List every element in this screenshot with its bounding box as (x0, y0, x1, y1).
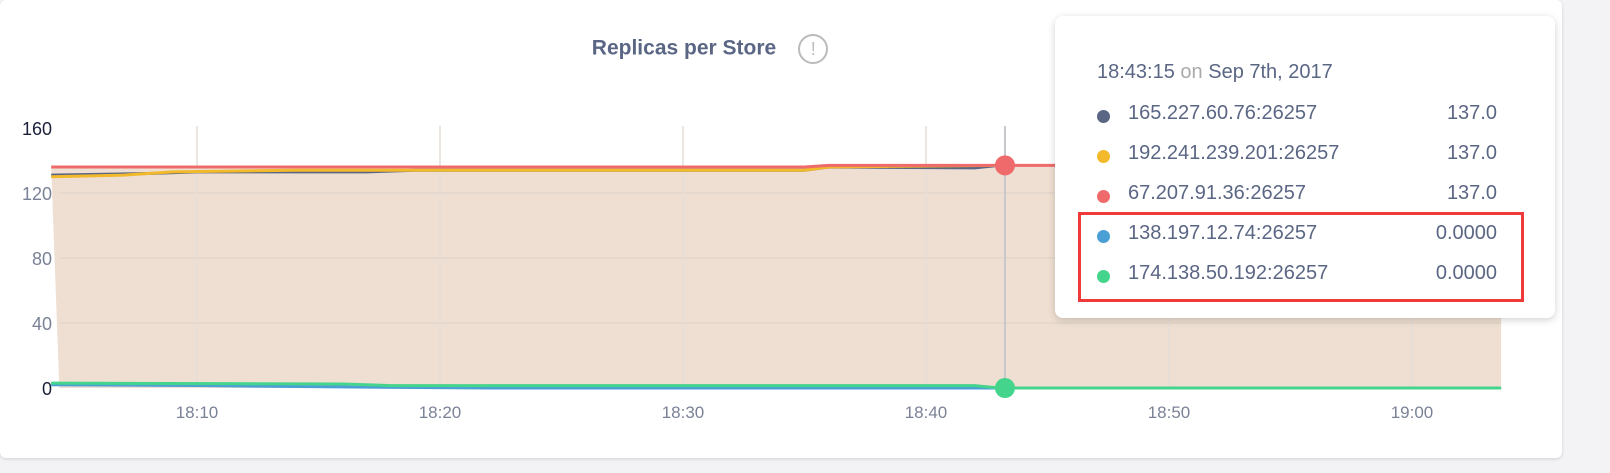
tooltip-value: 0.0000 (1435, 262, 1497, 284)
tooltip-value: 137.0 (1446, 102, 1497, 124)
tooltip-row: 165.227.60.76:26257 137.0 (1097, 98, 1497, 138)
series-dot-icon (1097, 270, 1110, 283)
tooltip-label: 174.138.50.192:26257 (1128, 262, 1329, 284)
tooltip-label: 67.207.91.36:26257 (1128, 182, 1306, 204)
tooltip-value: 137.0 (1446, 182, 1497, 204)
tooltip-row: 138.197.12.74:26257 0.0000 (1097, 218, 1497, 258)
series-dot-icon (1097, 230, 1110, 243)
series-line-2 (51, 163, 999, 179)
x-tick-label: 18:40 (905, 403, 948, 422)
x-tick-label: 18:10 (176, 403, 219, 422)
x-tick-label: 18:30 (662, 403, 705, 422)
tooltip-row: 192.241.239.201:26257 137.0 (1097, 138, 1497, 178)
hover-point-top (994, 155, 1015, 176)
series-line-4 (51, 383, 1502, 390)
tooltip-value: 137.0 (1446, 142, 1497, 164)
series-dot-icon (1097, 190, 1110, 203)
tooltip: 18:43:15 on Sep 7th, 2017 165.227.60.76:… (1055, 16, 1555, 318)
tooltip-label: 165.227.60.76:26257 (1128, 102, 1318, 124)
series-line-5 (51, 381, 1502, 390)
x-tick-label: 18:20 (419, 403, 462, 422)
y-tick-label: 0 (42, 379, 52, 399)
hover-point-bottom (994, 378, 1015, 398)
tooltip-label: 192.241.239.201:26257 (1128, 142, 1340, 164)
tooltip-row: 174.138.50.192:26257 0.0000 (1097, 258, 1497, 298)
series-dot-icon (1097, 110, 1110, 123)
y-tick-label: 160 (22, 119, 52, 139)
chart-title-text: Replicas per Store (591, 36, 777, 60)
x-tick-label: 18:50 (1148, 403, 1191, 422)
tooltip-value: 0.0000 (1435, 222, 1497, 244)
highlight-box (1078, 212, 1524, 302)
info-icon[interactable]: ! (798, 34, 829, 64)
chart-title: Replicas per Store! (0, 34, 1420, 64)
y-tick-label: 80 (32, 249, 52, 269)
tooltip-label: 138.197.12.74:26257 (1128, 222, 1318, 244)
y-tick-label: 40 (32, 314, 52, 334)
y-tick-label: 120 (22, 184, 52, 204)
x-tick-label: 19:00 (1391, 403, 1434, 422)
series-dot-icon (1097, 150, 1110, 163)
tooltip-timestamp: 18:43:15 on Sep 7th, 2017 (1097, 61, 1333, 83)
tooltip-row: 67.207.91.36:26257 137.0 (1097, 178, 1497, 218)
